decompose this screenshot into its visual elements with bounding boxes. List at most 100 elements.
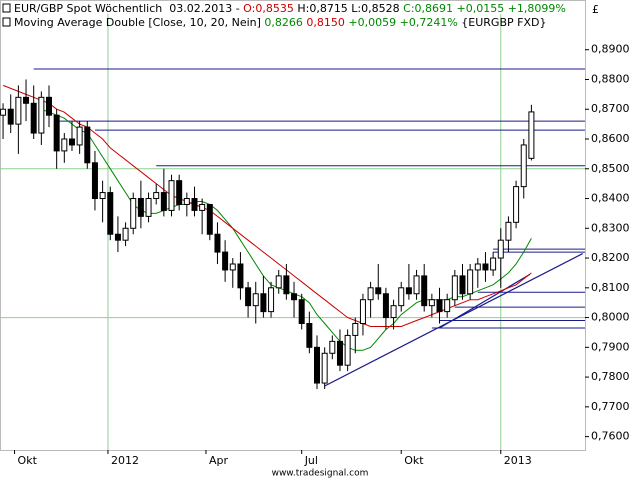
candle-body bbox=[176, 180, 183, 205]
candle-body bbox=[245, 287, 252, 307]
y-tick-label: 0,7900 bbox=[591, 340, 630, 353]
candle-body bbox=[268, 287, 275, 313]
x-tick-label: Okt bbox=[404, 454, 424, 467]
candle-body bbox=[444, 299, 451, 313]
candle-body bbox=[283, 275, 290, 295]
x-tick-label: Okt bbox=[18, 454, 38, 467]
candle-body bbox=[229, 263, 236, 271]
candle-body bbox=[375, 287, 382, 295]
candle-body bbox=[344, 334, 351, 366]
legend-segment: {EURGBP FXD} bbox=[461, 16, 546, 29]
candle-body bbox=[382, 293, 389, 319]
legend-segment: EUR/GBP Spot Wöchentlich 03.02.2013 - bbox=[14, 2, 243, 15]
legend-segment: H:0,8715 L:0,8528 bbox=[297, 2, 403, 15]
candle-body bbox=[130, 198, 137, 229]
candle-body bbox=[38, 96, 45, 134]
y-tick-label: 0,8900 bbox=[591, 43, 630, 56]
candle-body bbox=[7, 108, 14, 125]
legend-segment: C:0,8691 +0,0155 +1,8099% bbox=[403, 2, 566, 15]
candle-body bbox=[191, 198, 198, 211]
y-tick-label: 0,8500 bbox=[591, 162, 630, 175]
candle-body bbox=[23, 96, 30, 104]
y-tick-label: 0,8200 bbox=[591, 251, 630, 264]
candle-body bbox=[367, 287, 374, 301]
candle-body bbox=[252, 293, 259, 307]
candle-body bbox=[199, 203, 206, 211]
x-tick-label: Apr bbox=[209, 454, 229, 467]
legend-text: Moving Average Double [Close, 10, 20, Ne… bbox=[14, 16, 546, 29]
candle-body bbox=[206, 203, 213, 235]
candle-body bbox=[405, 287, 412, 295]
candle-body bbox=[168, 180, 175, 211]
y-tick-label: 0,8600 bbox=[591, 132, 630, 145]
candle-body bbox=[474, 263, 481, 271]
y-tick-label: 0,7700 bbox=[591, 400, 630, 413]
candle-body bbox=[275, 275, 282, 289]
x-tick-label: 2013 bbox=[504, 454, 532, 467]
candle-body bbox=[436, 299, 443, 313]
candle-body bbox=[107, 192, 114, 235]
candle-body bbox=[122, 227, 129, 241]
candle-body bbox=[336, 340, 343, 366]
candle-body bbox=[145, 198, 152, 217]
candle-body bbox=[61, 138, 68, 152]
candle-body bbox=[291, 293, 298, 301]
y-tick-label: 0,8700 bbox=[591, 102, 630, 115]
y-tick-label: 0,8000 bbox=[591, 311, 630, 324]
candle-body bbox=[490, 257, 497, 271]
candle-body bbox=[160, 192, 167, 211]
candle-body bbox=[15, 96, 22, 125]
legend-segment: 0,8150 bbox=[306, 16, 348, 29]
candle-body bbox=[329, 340, 336, 354]
candle-body bbox=[214, 233, 221, 253]
currency: £ bbox=[592, 3, 599, 16]
legend-icon bbox=[2, 17, 11, 27]
candle-body bbox=[84, 126, 91, 164]
candle-body bbox=[428, 299, 435, 307]
candle-body bbox=[153, 192, 160, 200]
candle-body bbox=[0, 108, 7, 116]
candle-body bbox=[260, 293, 267, 313]
legend-segment: Moving Average Double [Close, 10, 20, Ne… bbox=[14, 16, 264, 29]
ma-line bbox=[2, 84, 532, 327]
footer: www.tradesignal.com bbox=[272, 469, 369, 479]
candle-body bbox=[68, 138, 75, 146]
candle-body bbox=[421, 275, 428, 307]
candle-body bbox=[352, 323, 359, 336]
candle-body bbox=[467, 269, 474, 295]
candle-body bbox=[183, 198, 190, 205]
legend-text: EUR/GBP Spot Wöchentlich 03.02.2013 - O:… bbox=[14, 2, 566, 15]
candle-body bbox=[451, 275, 458, 301]
candle-body bbox=[413, 275, 420, 295]
legend-segment: +0,0059 +0,7241% bbox=[348, 16, 461, 29]
candle-body bbox=[482, 263, 489, 271]
plot-frame bbox=[0, 0, 586, 451]
candle-body bbox=[306, 323, 313, 348]
y-tick-label: 0,7800 bbox=[591, 370, 630, 383]
candle-body bbox=[505, 221, 512, 241]
x-tick-label: 2012 bbox=[111, 454, 139, 467]
candle-body bbox=[520, 144, 527, 188]
y-tick-label: 0,8300 bbox=[591, 221, 630, 234]
candle-body bbox=[359, 299, 366, 325]
candle-body bbox=[114, 233, 121, 241]
candle-body bbox=[76, 126, 83, 146]
candle-body bbox=[237, 263, 244, 289]
candle-body bbox=[459, 275, 466, 295]
candle-body bbox=[390, 305, 397, 319]
candle-body bbox=[46, 96, 53, 116]
candle-body bbox=[222, 251, 229, 271]
candle-body bbox=[99, 192, 106, 200]
candle-body bbox=[528, 111, 535, 159]
y-tick-label: 0,8400 bbox=[591, 192, 630, 205]
candle-body bbox=[398, 287, 405, 307]
trend-line bbox=[439, 273, 531, 329]
candle-body bbox=[513, 186, 520, 223]
candle-body bbox=[30, 102, 37, 134]
candle-body bbox=[321, 352, 328, 384]
y-tick-label: 0,8100 bbox=[591, 281, 630, 294]
legend-segment: 0,8266 bbox=[264, 16, 306, 29]
candle-body bbox=[91, 162, 98, 200]
